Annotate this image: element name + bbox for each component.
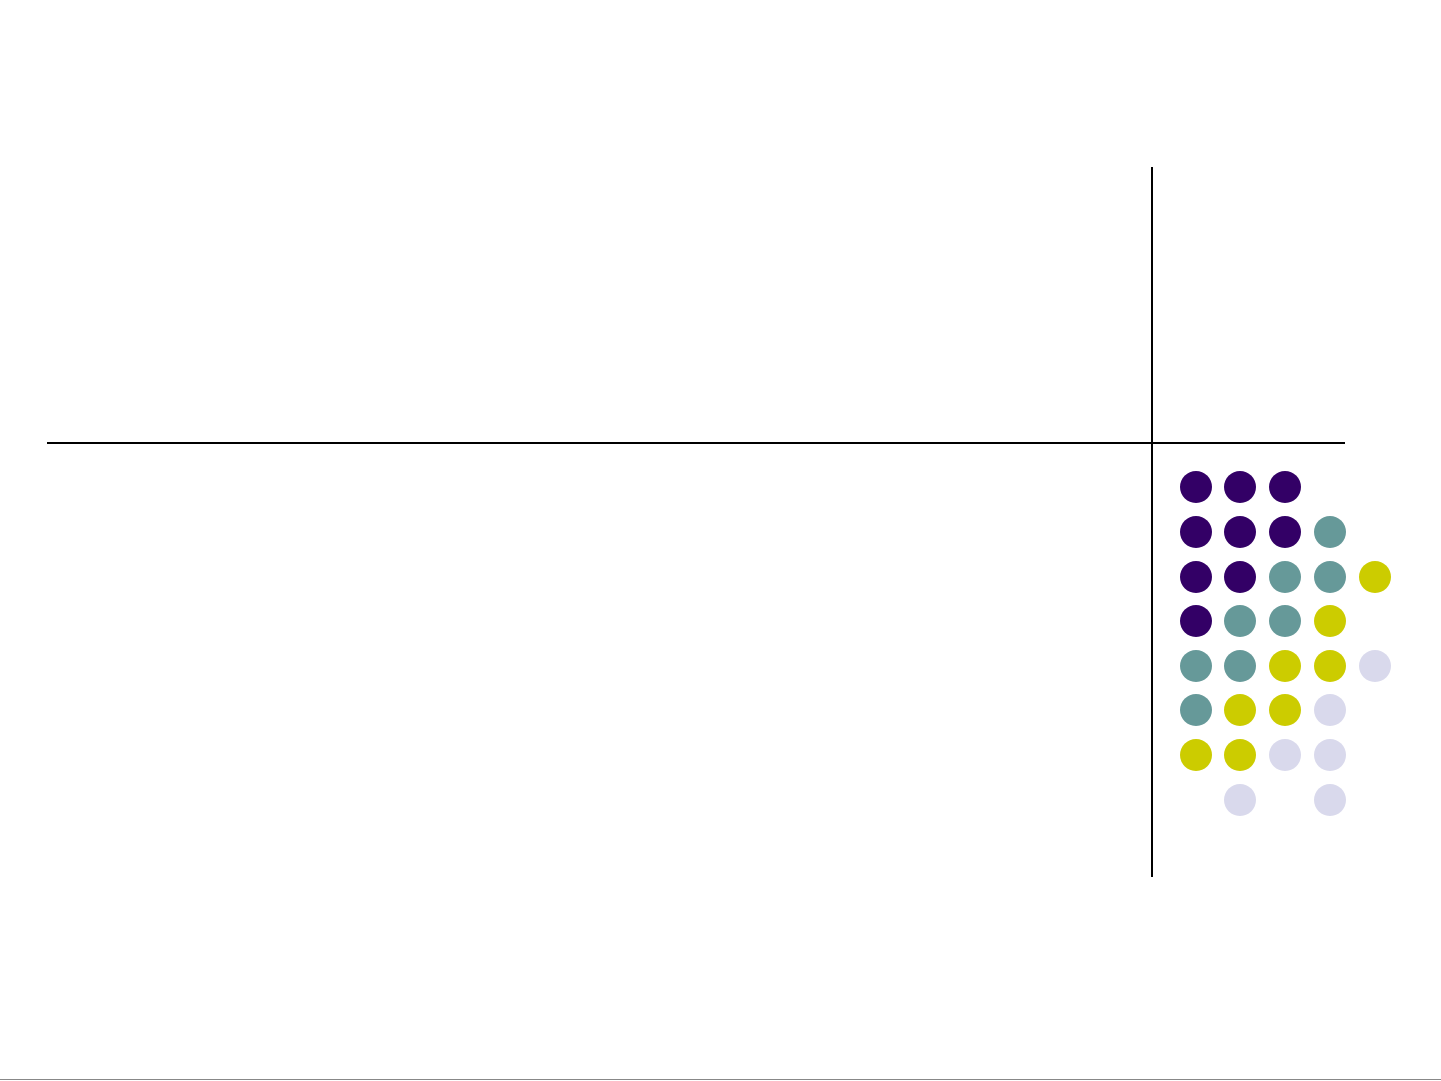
dot (1314, 605, 1346, 637)
dot (1314, 561, 1346, 593)
dot (1224, 694, 1256, 726)
dot (1269, 471, 1301, 503)
dot (1314, 694, 1346, 726)
dot (1269, 561, 1301, 593)
dot (1359, 650, 1391, 682)
dot (1224, 516, 1256, 548)
dot (1224, 561, 1256, 593)
dot (1314, 516, 1346, 548)
dot (1269, 694, 1301, 726)
dot (1269, 516, 1301, 548)
dot (1224, 471, 1256, 503)
dot (1269, 650, 1301, 682)
dot (1180, 516, 1212, 548)
dot (1224, 784, 1256, 816)
dot (1180, 471, 1212, 503)
dot (1314, 784, 1346, 816)
dot (1314, 650, 1346, 682)
dot (1314, 739, 1346, 771)
dot (1269, 605, 1301, 637)
dot (1180, 561, 1212, 593)
dot (1180, 605, 1212, 637)
dot (1224, 739, 1256, 771)
dot (1359, 561, 1391, 593)
dot (1180, 650, 1212, 682)
dot (1224, 605, 1256, 637)
dot (1180, 694, 1212, 726)
dot (1269, 739, 1301, 771)
decorative-dots (1180, 471, 1391, 816)
dot (1180, 739, 1212, 771)
dot (1224, 650, 1256, 682)
